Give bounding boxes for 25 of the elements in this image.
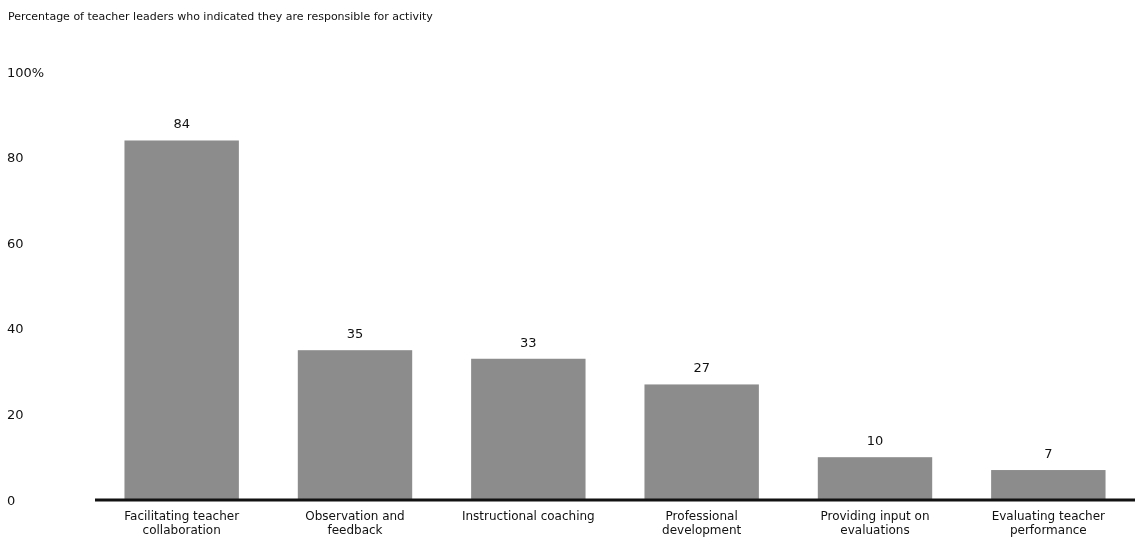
y-tick-label: 100%	[7, 64, 45, 80]
data-label: 7	[1044, 446, 1053, 462]
bar	[644, 384, 759, 500]
x-tick-label: Facilitating teacher collaboration	[124, 509, 240, 537]
chart-title: Percentage of teacher leaders who indicated they are responsible for activity	[8, 10, 434, 23]
x-tick-label: Professional development	[662, 509, 742, 537]
y-tick-label: 40	[7, 321, 24, 337]
x-tick-label: Instructional coaching	[461, 509, 595, 523]
bar	[297, 350, 413, 500]
y-tick-label: 0	[7, 492, 16, 508]
data-label: 33	[520, 334, 537, 350]
x-tick-label: Observation and feedback	[305, 509, 405, 537]
data-label: 35	[346, 326, 364, 342]
y-tick-label: 80	[7, 150, 24, 166]
data-label: 10	[866, 433, 884, 449]
bar	[471, 358, 586, 500]
x-tick-label: Evaluating teacher performance	[991, 509, 1106, 537]
data-label: 27	[693, 360, 710, 376]
x-tick-label: Providing input on evaluations	[820, 509, 930, 537]
bar	[991, 470, 1106, 500]
y-tick-label: 60	[7, 235, 24, 251]
y-tick-label: 20	[7, 407, 24, 423]
bar	[817, 457, 933, 500]
bar	[124, 140, 239, 500]
data-label: 84	[173, 116, 190, 132]
